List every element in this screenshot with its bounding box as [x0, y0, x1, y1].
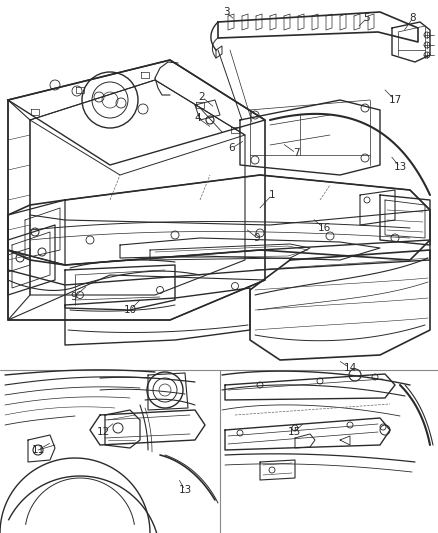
Text: 1: 1	[268, 190, 276, 200]
Text: 17: 17	[389, 95, 402, 105]
Text: 10: 10	[124, 305, 137, 315]
Text: 16: 16	[318, 223, 331, 233]
Text: 4: 4	[194, 113, 201, 123]
Text: 15: 15	[287, 427, 300, 437]
Text: 9: 9	[254, 233, 260, 243]
Text: 12: 12	[96, 427, 110, 437]
Text: 9: 9	[71, 292, 78, 302]
Text: 8: 8	[410, 13, 416, 23]
Text: 5: 5	[364, 13, 370, 23]
Text: 13: 13	[178, 485, 192, 495]
Text: 3: 3	[223, 7, 230, 17]
Text: 7: 7	[293, 148, 299, 158]
Text: 6: 6	[229, 143, 235, 153]
Text: 2: 2	[199, 92, 205, 102]
Text: 11: 11	[32, 445, 45, 455]
Text: 14: 14	[343, 363, 357, 373]
Text: 13: 13	[393, 162, 406, 172]
